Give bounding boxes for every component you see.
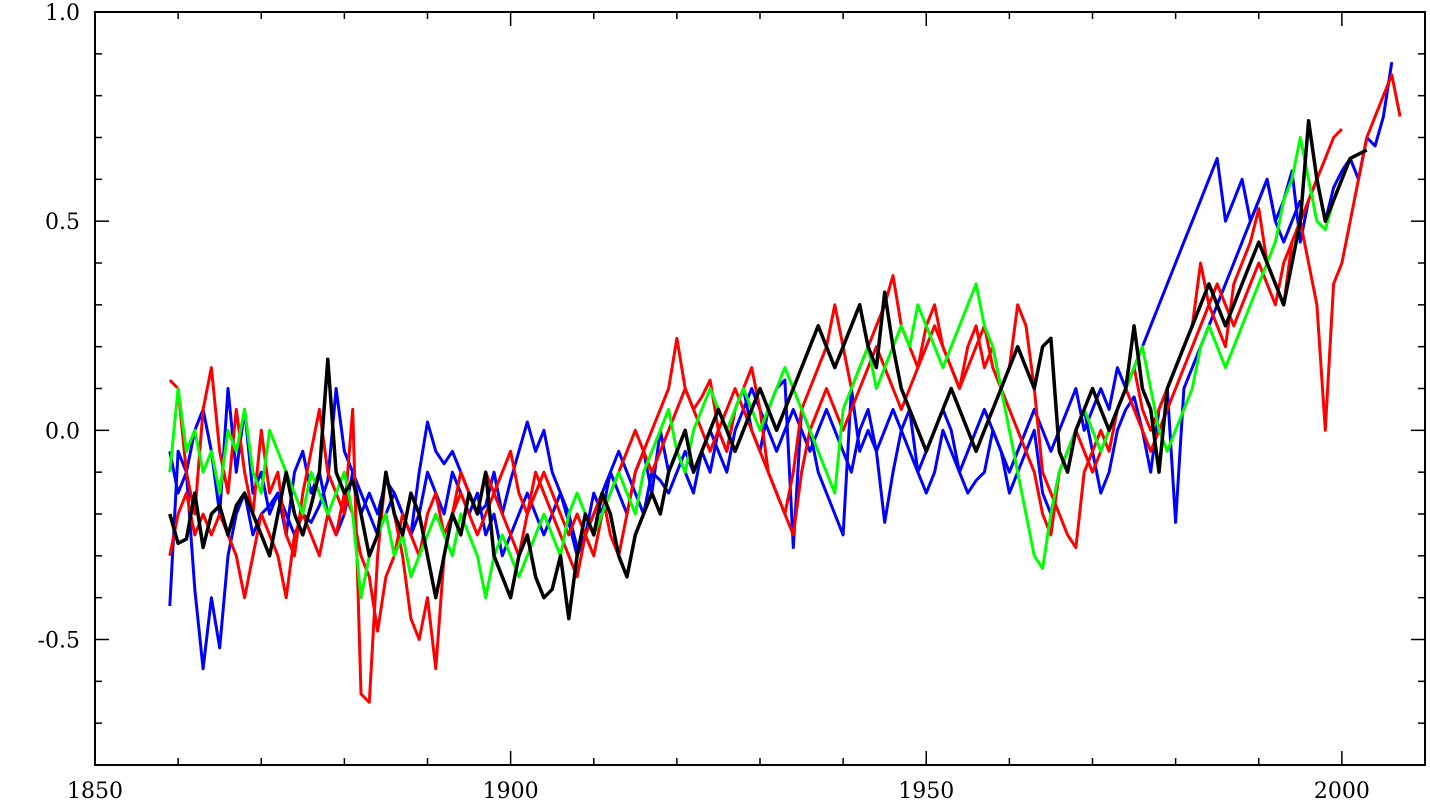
x-tick-label: 1900 bbox=[483, 779, 539, 804]
tick-labels: 1850 1900 1950 2000 -0.5 0.0 0.5 1.0 bbox=[38, 1, 1370, 804]
y-tick-label: 0.0 bbox=[45, 419, 80, 444]
y-tick-label: 0.5 bbox=[45, 210, 80, 235]
x-tick-label: 1850 bbox=[67, 779, 123, 804]
y-tick-label: -0.5 bbox=[38, 629, 80, 654]
x-tick-label: 2000 bbox=[1314, 779, 1370, 804]
series-line-2 bbox=[168, 156, 1302, 558]
x-tick-label: 1950 bbox=[898, 779, 954, 804]
series-lines bbox=[168, 61, 1402, 704]
series-line-5 bbox=[168, 136, 1344, 600]
axis-ticks bbox=[94, 11, 1426, 766]
y-tick-label: 1.0 bbox=[45, 1, 80, 26]
series-line-6 bbox=[168, 119, 1368, 621]
series-line-4 bbox=[168, 128, 1343, 633]
series-line-1 bbox=[168, 61, 1394, 671]
